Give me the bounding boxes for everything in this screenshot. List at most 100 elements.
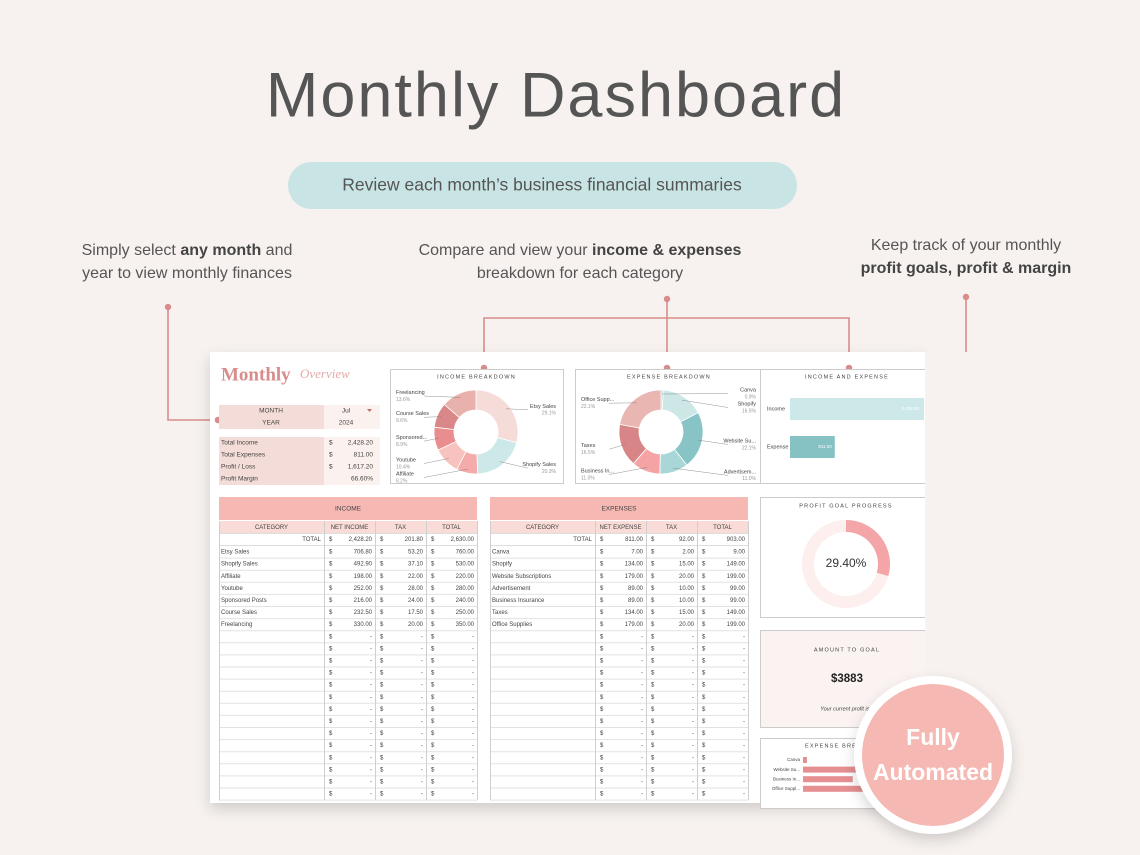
- currency: $: [651, 586, 655, 592]
- cell-value: -: [421, 731, 423, 737]
- leader-line: [423, 416, 442, 418]
- cell-value: -: [472, 792, 474, 798]
- total-value: 811.00: [625, 537, 644, 543]
- slice-value: 22.1%: [742, 445, 757, 451]
- cell-value: 199.00: [727, 622, 746, 628]
- cell-value: 760.00: [456, 550, 475, 556]
- currency: $: [380, 562, 384, 568]
- currency: $: [702, 671, 706, 677]
- currency: $: [600, 767, 604, 773]
- slice-value: 0.9%: [745, 394, 757, 400]
- cell-value: 9.00: [733, 550, 745, 556]
- cell-value: 492.90: [354, 562, 373, 568]
- slice-label: Etsy Sales: [530, 404, 556, 410]
- leader-line: [499, 461, 529, 469]
- currency: $: [329, 598, 333, 604]
- currency: $: [380, 780, 384, 786]
- currency: $: [600, 731, 604, 737]
- currency: $: [380, 755, 384, 761]
- slice-value: 13.6%: [396, 397, 411, 403]
- currency: $: [702, 683, 706, 689]
- cell-value: -: [692, 755, 694, 761]
- cell-value: 280.00: [456, 586, 475, 592]
- cell-value: -: [472, 695, 474, 701]
- currency: $: [380, 659, 384, 665]
- cell-value: -: [692, 731, 694, 737]
- currency: $: [702, 792, 706, 798]
- callout-text: profit goals, profit & margin: [861, 260, 1072, 277]
- currency: $: [329, 610, 333, 616]
- cell-value: -: [743, 659, 745, 665]
- currency: $: [600, 634, 604, 640]
- cell-value: -: [692, 671, 694, 677]
- cell-value: -: [641, 719, 643, 725]
- currency: $: [380, 683, 384, 689]
- dropdown-arrow: [367, 409, 372, 412]
- cell-value: -: [641, 634, 643, 640]
- donut-slice: [443, 389, 477, 419]
- currency: $: [329, 792, 333, 798]
- cell-value: 53.20: [408, 550, 424, 556]
- callout-text: Simply select: [82, 242, 181, 259]
- cell-value: -: [370, 646, 372, 652]
- currency: $: [600, 562, 604, 568]
- cell-value: 37.10: [408, 562, 424, 568]
- cell-value: -: [421, 695, 423, 701]
- cell-value: -: [743, 646, 745, 652]
- category: Shopify Sales: [221, 562, 258, 568]
- cell-value: -: [692, 792, 694, 798]
- cell-value: -: [421, 743, 423, 749]
- leader-line: [681, 399, 729, 408]
- cell-value: 250.00: [456, 610, 475, 616]
- currency: $: [702, 719, 706, 725]
- cell-value: -: [421, 659, 423, 665]
- cell-value: 179.00: [625, 622, 644, 628]
- cell-value: -: [692, 780, 694, 786]
- currency: $: [329, 780, 333, 786]
- category: Taxes: [492, 610, 508, 616]
- currency: $: [329, 562, 333, 568]
- leader-line: [698, 439, 729, 445]
- currency: $: [702, 622, 706, 628]
- cell-value: -: [370, 695, 372, 701]
- currency: $: [651, 659, 655, 665]
- cell-value: -: [421, 792, 423, 798]
- page-title: Monthly Dashboard: [266, 61, 846, 131]
- cell-value: 10.00: [679, 598, 695, 604]
- slice-label: Website Su...: [723, 438, 756, 444]
- currency: $: [600, 659, 604, 665]
- slice-label: Sponsored...: [396, 435, 428, 441]
- callout-line: Simply select any month and: [82, 242, 293, 259]
- amount-value: $3883: [831, 673, 863, 685]
- currency: $: [702, 767, 706, 773]
- logo-script: Overview: [300, 366, 350, 381]
- currency: $: [651, 792, 655, 798]
- currency: $: [380, 707, 384, 713]
- column-header: TOTAL: [442, 525, 461, 531]
- amount-note: Your current profit is c: [820, 706, 874, 712]
- currency: $: [431, 550, 435, 556]
- cell-value: -: [692, 634, 694, 640]
- currency: $: [329, 622, 333, 628]
- currency: $: [329, 634, 333, 640]
- cell-value: -: [421, 671, 423, 677]
- cell-value: -: [692, 743, 694, 749]
- cell-value: 350.00: [456, 622, 475, 628]
- cell-value: 240.00: [456, 598, 475, 604]
- slice-label: Office Supp...: [581, 397, 615, 403]
- currency: $: [651, 550, 655, 556]
- currency: $: [651, 743, 655, 749]
- currency: $: [329, 646, 333, 652]
- currency: $: [380, 671, 384, 677]
- currency: $: [600, 622, 604, 628]
- cell-value: -: [472, 743, 474, 749]
- currency: $: [651, 671, 655, 677]
- currency: $: [651, 767, 655, 773]
- slice-label: Youtube: [396, 457, 416, 463]
- slice-label: Course Sales: [396, 411, 429, 417]
- currency: $: [600, 646, 604, 652]
- leader-line: [608, 444, 626, 450]
- cell-value: -: [370, 755, 372, 761]
- cell-value: 179.00: [625, 574, 644, 580]
- badge-text: Automated: [873, 759, 993, 785]
